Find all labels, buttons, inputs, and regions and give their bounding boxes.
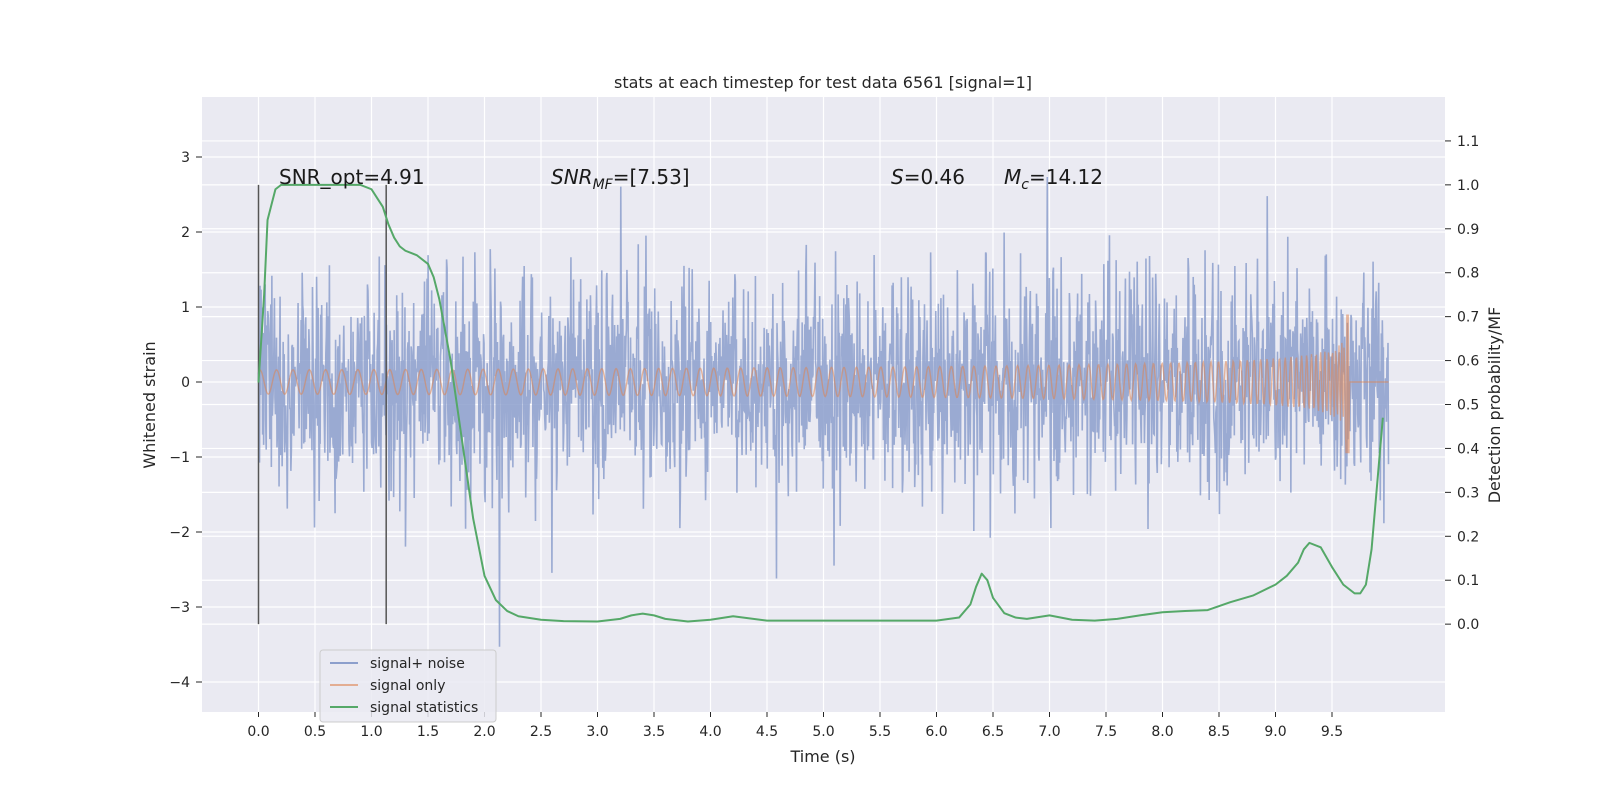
x-tick-label-18: 9.0 [1264,724,1286,740]
y-tick-label-7: 3 [181,150,190,166]
x-tick-label-15: 7.5 [1095,724,1117,740]
legend-label-signal: signal only [370,678,445,694]
legend-box [319,649,497,723]
y-axis-label: Whitened strain [140,341,159,468]
legend: signal+ noise signal only signal statist… [319,649,497,723]
y2-tick-label-1: 0.1 [1457,573,1479,589]
y2-tick-label-11: 1.1 [1457,134,1479,150]
annotation-snr-opt: SNR_opt=4.91 [279,165,425,189]
x-tick-label-1: 0.5 [304,724,326,740]
x-tick-label-4: 2.0 [473,724,495,740]
y-tick-label-6: 2 [181,225,190,241]
annotation-snr-mf: SNRMF=[7.53] [551,165,690,193]
x-tick-label-9: 4.5 [756,724,778,740]
series-signal-line [257,314,1389,454]
y2-tick-label-2: 0.2 [1457,529,1479,545]
y-tick-label-3: −1 [169,450,190,466]
vertical-lines [257,184,387,625]
x-tick-label-12: 6.0 [925,724,947,740]
x-tick-label-0: 0.0 [247,724,269,740]
x-tick-label-16: 8.0 [1151,724,1173,740]
legend-label-stat: signal statistics [370,700,478,716]
annotation-mc: Mc=14.12 [1004,165,1103,193]
annotation-s: S=0.46 [891,165,965,189]
y2-tick-label-0: 0.0 [1457,617,1479,633]
x-tick-label-7: 3.5 [643,724,665,740]
signal-layer [257,314,1389,454]
x-tick-label-14: 7.0 [1038,724,1060,740]
y-tick-label-0: −4 [169,675,190,691]
series-noise-line [257,177,1390,647]
stat-layer [257,183,1384,623]
y-ticks: −4 −3 −2 −1 0 1 2 3 [169,150,202,691]
y2-tick-label-4: 0.4 [1457,441,1479,457]
noise-layer [257,177,1390,647]
x-tick-label-11: 5.5 [869,724,891,740]
y-tick-label-4: 0 [181,375,190,391]
y2-tick-label-3: 0.3 [1457,485,1479,501]
x-tick-label-19: 9.5 [1321,724,1343,740]
chart-title: stats at each timestep for test data 656… [614,73,1032,92]
x-tick-label-17: 8.5 [1208,724,1230,740]
x-tick-label-13: 6.5 [982,724,1004,740]
y2-tick-label-6: 0.6 [1457,354,1479,370]
y2-tick-label-8: 0.8 [1457,266,1479,282]
legend-label-noise: signal+ noise [370,656,465,672]
y-tick-label-2: −2 [169,525,190,541]
x-ticks: 0.0 0.5 1.0 1.5 2.0 2.5 3.0 3.5 4.0 4.5 5.0 5.5 6.0 6… [247,712,1343,740]
y2-ticks: 0.0 0.1 0.2 0.3 0.4 0.5 0.6 0.7 0.8 0.9 1.0 1.1 [1445,134,1479,633]
x-axis-label: Time (s) [789,747,855,766]
y2-tick-label-10: 1.0 [1457,178,1479,194]
x-tick-label-5: 2.5 [530,724,552,740]
y2-tick-label-7: 0.7 [1457,310,1479,326]
x-tick-label-8: 4.0 [699,724,721,740]
y2-axis-label: Detection probability/MF [1485,307,1504,504]
x-tick-label-2: 1.0 [360,724,382,740]
x-tick-label-6: 3.0 [586,724,608,740]
y2-tick-label-9: 0.9 [1457,222,1479,238]
y-tick-label-5: 1 [181,300,190,316]
x-tick-label-3: 1.5 [417,724,439,740]
y-tick-label-1: −3 [169,600,190,616]
y2-tick-label-5: 0.5 [1457,398,1479,414]
x-tick-label-10: 5.0 [812,724,834,740]
series-stat-line [257,183,1384,623]
